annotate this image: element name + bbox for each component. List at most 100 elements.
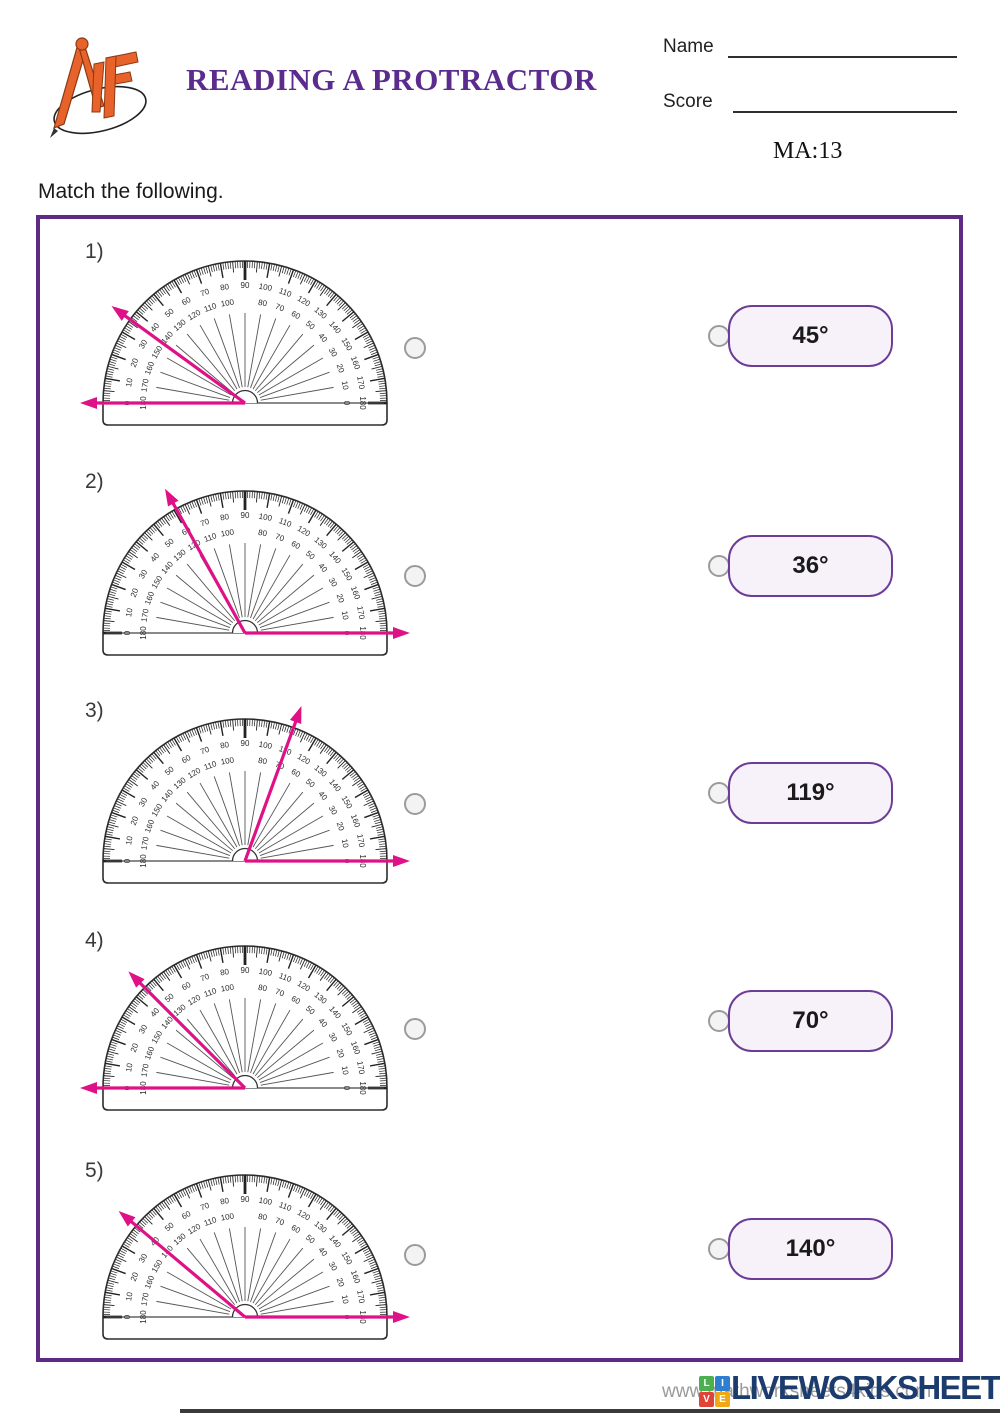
svg-text:20: 20 <box>335 821 347 833</box>
svg-text:20: 20 <box>129 587 141 599</box>
angle-rays <box>80 306 246 409</box>
protractor-figure: 1800170101602015030140401305012060110701… <box>80 260 388 426</box>
match-circle-answer[interactable] <box>708 1238 730 1260</box>
svg-text:160: 160 <box>349 1269 362 1285</box>
svg-text:70: 70 <box>199 745 211 757</box>
answer-chip[interactable]: 36° <box>728 535 893 597</box>
match-circle-answer[interactable] <box>708 782 730 804</box>
problem-number: 5) <box>85 1159 104 1182</box>
svg-text:110: 110 <box>203 531 219 544</box>
liveworksheets-brand[interactable]: LIVEWORKSHEETS <box>731 1369 1000 1406</box>
match-circle-problem[interactable] <box>404 1244 426 1266</box>
svg-text:100: 100 <box>220 527 235 538</box>
match-circle-problem[interactable] <box>404 793 426 815</box>
svg-text:20: 20 <box>129 1271 141 1283</box>
problem-number: 1) <box>85 240 104 263</box>
svg-text:80: 80 <box>219 1196 230 1207</box>
svg-text:10: 10 <box>340 1065 351 1076</box>
name-label: Name <box>663 36 714 57</box>
score-label: Score <box>663 91 713 112</box>
svg-text:80: 80 <box>257 298 268 309</box>
answer-chip-label: 45° <box>792 322 829 349</box>
svg-text:70: 70 <box>199 517 211 529</box>
svg-text:70: 70 <box>274 532 286 544</box>
svg-text:10: 10 <box>124 1062 135 1073</box>
svg-text:70: 70 <box>199 972 211 984</box>
svg-text:110: 110 <box>203 759 219 772</box>
svg-text:110: 110 <box>278 286 294 299</box>
svg-text:160: 160 <box>143 1274 156 1290</box>
svg-text:160: 160 <box>349 355 362 371</box>
brand-tile: L <box>699 1376 714 1391</box>
angle-rays <box>243 705 410 867</box>
answer-chip[interactable]: 119° <box>728 762 893 824</box>
match-circle-problem[interactable] <box>404 1018 426 1040</box>
answer-chip-label: 140° <box>785 1235 836 1262</box>
svg-text:10: 10 <box>340 1294 351 1305</box>
svg-text:170: 170 <box>139 607 150 622</box>
svg-text:170: 170 <box>355 1289 366 1304</box>
svg-text:100: 100 <box>258 967 273 978</box>
svg-text:80: 80 <box>219 282 230 293</box>
svg-text:10: 10 <box>124 377 135 388</box>
svg-text:170: 170 <box>355 1060 366 1075</box>
brand-tile: V <box>699 1392 714 1407</box>
svg-text:90: 90 <box>241 1195 250 1204</box>
svg-text:160: 160 <box>143 1045 156 1061</box>
brand-tile: I <box>715 1376 730 1391</box>
answer-chip-label: 70° <box>792 1007 829 1034</box>
svg-text:10: 10 <box>124 835 135 846</box>
answer-chip[interactable]: 70° <box>728 990 893 1052</box>
match-circle-answer[interactable] <box>708 325 730 347</box>
svg-text:20: 20 <box>335 593 347 605</box>
svg-text:70: 70 <box>274 987 286 999</box>
answer-chip[interactable]: 140° <box>728 1218 893 1280</box>
name-blank[interactable] <box>728 56 957 58</box>
svg-text:160: 160 <box>349 1040 362 1056</box>
page-title: READING A PROTRACTOR <box>186 62 597 97</box>
worksheet-code: MA:13 <box>773 138 843 164</box>
match-circle-problem[interactable] <box>404 337 426 359</box>
match-circle-answer[interactable] <box>708 555 730 577</box>
svg-text:170: 170 <box>355 605 366 620</box>
svg-text:160: 160 <box>143 590 156 606</box>
svg-text:170: 170 <box>139 835 150 850</box>
svg-text:100: 100 <box>258 740 273 751</box>
mathworksheets4kids-logo <box>50 37 147 138</box>
svg-text:100: 100 <box>258 282 273 293</box>
svg-text:10: 10 <box>340 610 351 621</box>
svg-text:90: 90 <box>241 966 250 975</box>
svg-text:170: 170 <box>139 1062 150 1077</box>
svg-text:80: 80 <box>257 983 268 994</box>
svg-text:110: 110 <box>203 986 219 999</box>
svg-text:170: 170 <box>139 377 150 392</box>
svg-text:100: 100 <box>220 755 235 766</box>
angle-rays <box>165 488 410 639</box>
svg-text:100: 100 <box>220 1211 235 1222</box>
svg-text:20: 20 <box>129 1042 141 1054</box>
svg-text:110: 110 <box>278 971 294 984</box>
svg-text:100: 100 <box>220 982 235 993</box>
svg-text:20: 20 <box>129 357 141 369</box>
svg-text:90: 90 <box>241 281 250 290</box>
protractor-figure: 1800170101602015030140401305012060110701… <box>102 1174 410 1340</box>
svg-text:160: 160 <box>143 818 156 834</box>
answer-chip[interactable]: 45° <box>728 305 893 367</box>
svg-text:80: 80 <box>257 528 268 539</box>
svg-text:70: 70 <box>274 1216 286 1228</box>
svg-text:70: 70 <box>199 1201 211 1213</box>
score-blank[interactable] <box>733 111 957 113</box>
angle-rays <box>118 1210 410 1323</box>
problem-number: 4) <box>85 929 104 952</box>
svg-text:100: 100 <box>258 1196 273 1207</box>
svg-text:70: 70 <box>199 287 211 299</box>
svg-text:10: 10 <box>124 1291 135 1302</box>
problem-number: 2) <box>85 470 104 493</box>
match-circle-problem[interactable] <box>404 565 426 587</box>
svg-text:110: 110 <box>203 301 219 314</box>
svg-text:100: 100 <box>258 512 273 523</box>
match-circle-answer[interactable] <box>708 1010 730 1032</box>
svg-text:170: 170 <box>355 375 366 390</box>
